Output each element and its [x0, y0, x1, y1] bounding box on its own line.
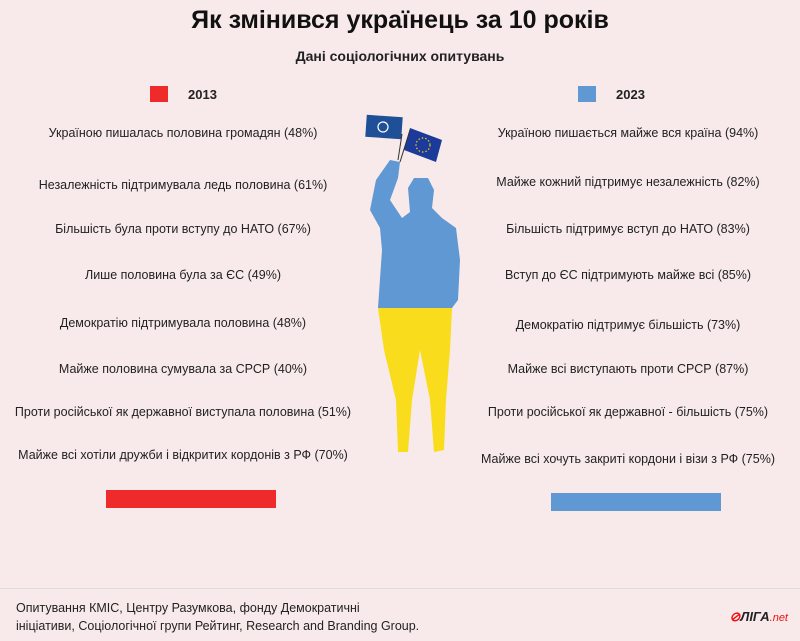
legend-swatch-red	[150, 86, 168, 102]
stat-2013: Демократію підтримувала половина (48%)	[59, 316, 307, 330]
source-line: ініціативи, Соціологічної групи Рейтинг,…	[16, 619, 420, 633]
stat-2013: Більшість була проти вступу до НАТО (67%…	[55, 222, 311, 236]
legend-label: 2013	[188, 86, 217, 102]
stat-2013: Майже всі хотіли дружби і відкритих корд…	[18, 448, 348, 462]
legend-2023: 2023	[578, 86, 645, 102]
legend-label: 2023	[616, 86, 645, 102]
stat-2023: Майже всі хочуть закриті кордони і візи …	[480, 452, 775, 466]
person-figure	[365, 114, 460, 452]
logo-text: ЛІГА	[740, 609, 770, 624]
stat-2023: Більшість підтримує вступ до НАТО (83%)	[506, 222, 750, 236]
stat-2023: Вступ до ЄС підтримують майже всі (85%)	[504, 268, 752, 282]
legend-2013: 2013	[150, 86, 217, 102]
stat-2013: Україною пишалась половина громадян (48%…	[48, 126, 318, 140]
page-title: Як змінився українець за 10 років	[191, 6, 609, 34]
stat-2023: Майже всі виступають проти СРСР (87%)	[507, 362, 749, 376]
bar-2023	[551, 493, 721, 511]
stat-2023: Майже кожний підтримує незалежність (82%…	[496, 175, 760, 189]
bar-2013	[106, 490, 276, 508]
page-subtitle: Дані соціологічних опитувань	[295, 48, 505, 64]
stat-2013: Майже половина сумувала за СРСР (40%)	[58, 362, 308, 376]
stat-2023: Проти російської як державної - більшіст…	[487, 405, 769, 419]
footer: Опитування КМІС, Центру Разумкова, фонду…	[0, 588, 800, 641]
stat-2013: Проти російської як державної виступала …	[14, 405, 352, 419]
stat-2023: Демократію підтримує більшість (73%)	[515, 318, 741, 332]
person-upper	[370, 160, 460, 308]
eu-flag-icon	[404, 128, 442, 162]
person-lower	[378, 308, 452, 452]
logo-suffix: .net	[769, 612, 788, 624]
nato-flag-icon	[365, 114, 403, 140]
legend-swatch-blue	[578, 86, 596, 102]
liga-logo: ⊘ЛІГА.net	[729, 609, 788, 624]
source-text: Опитування КМІС, Центру Разумкова, фонду…	[16, 599, 419, 635]
stat-2013: Лише половина була за ЄС (49%)	[85, 268, 281, 282]
source-line: Опитування КМІС, Центру Разумкова, фонду…	[16, 601, 360, 615]
stat-2013: Незалежність підтримувала ледь половина …	[38, 178, 328, 192]
stat-2023: Україною пишається майже вся країна (94%…	[497, 126, 759, 140]
